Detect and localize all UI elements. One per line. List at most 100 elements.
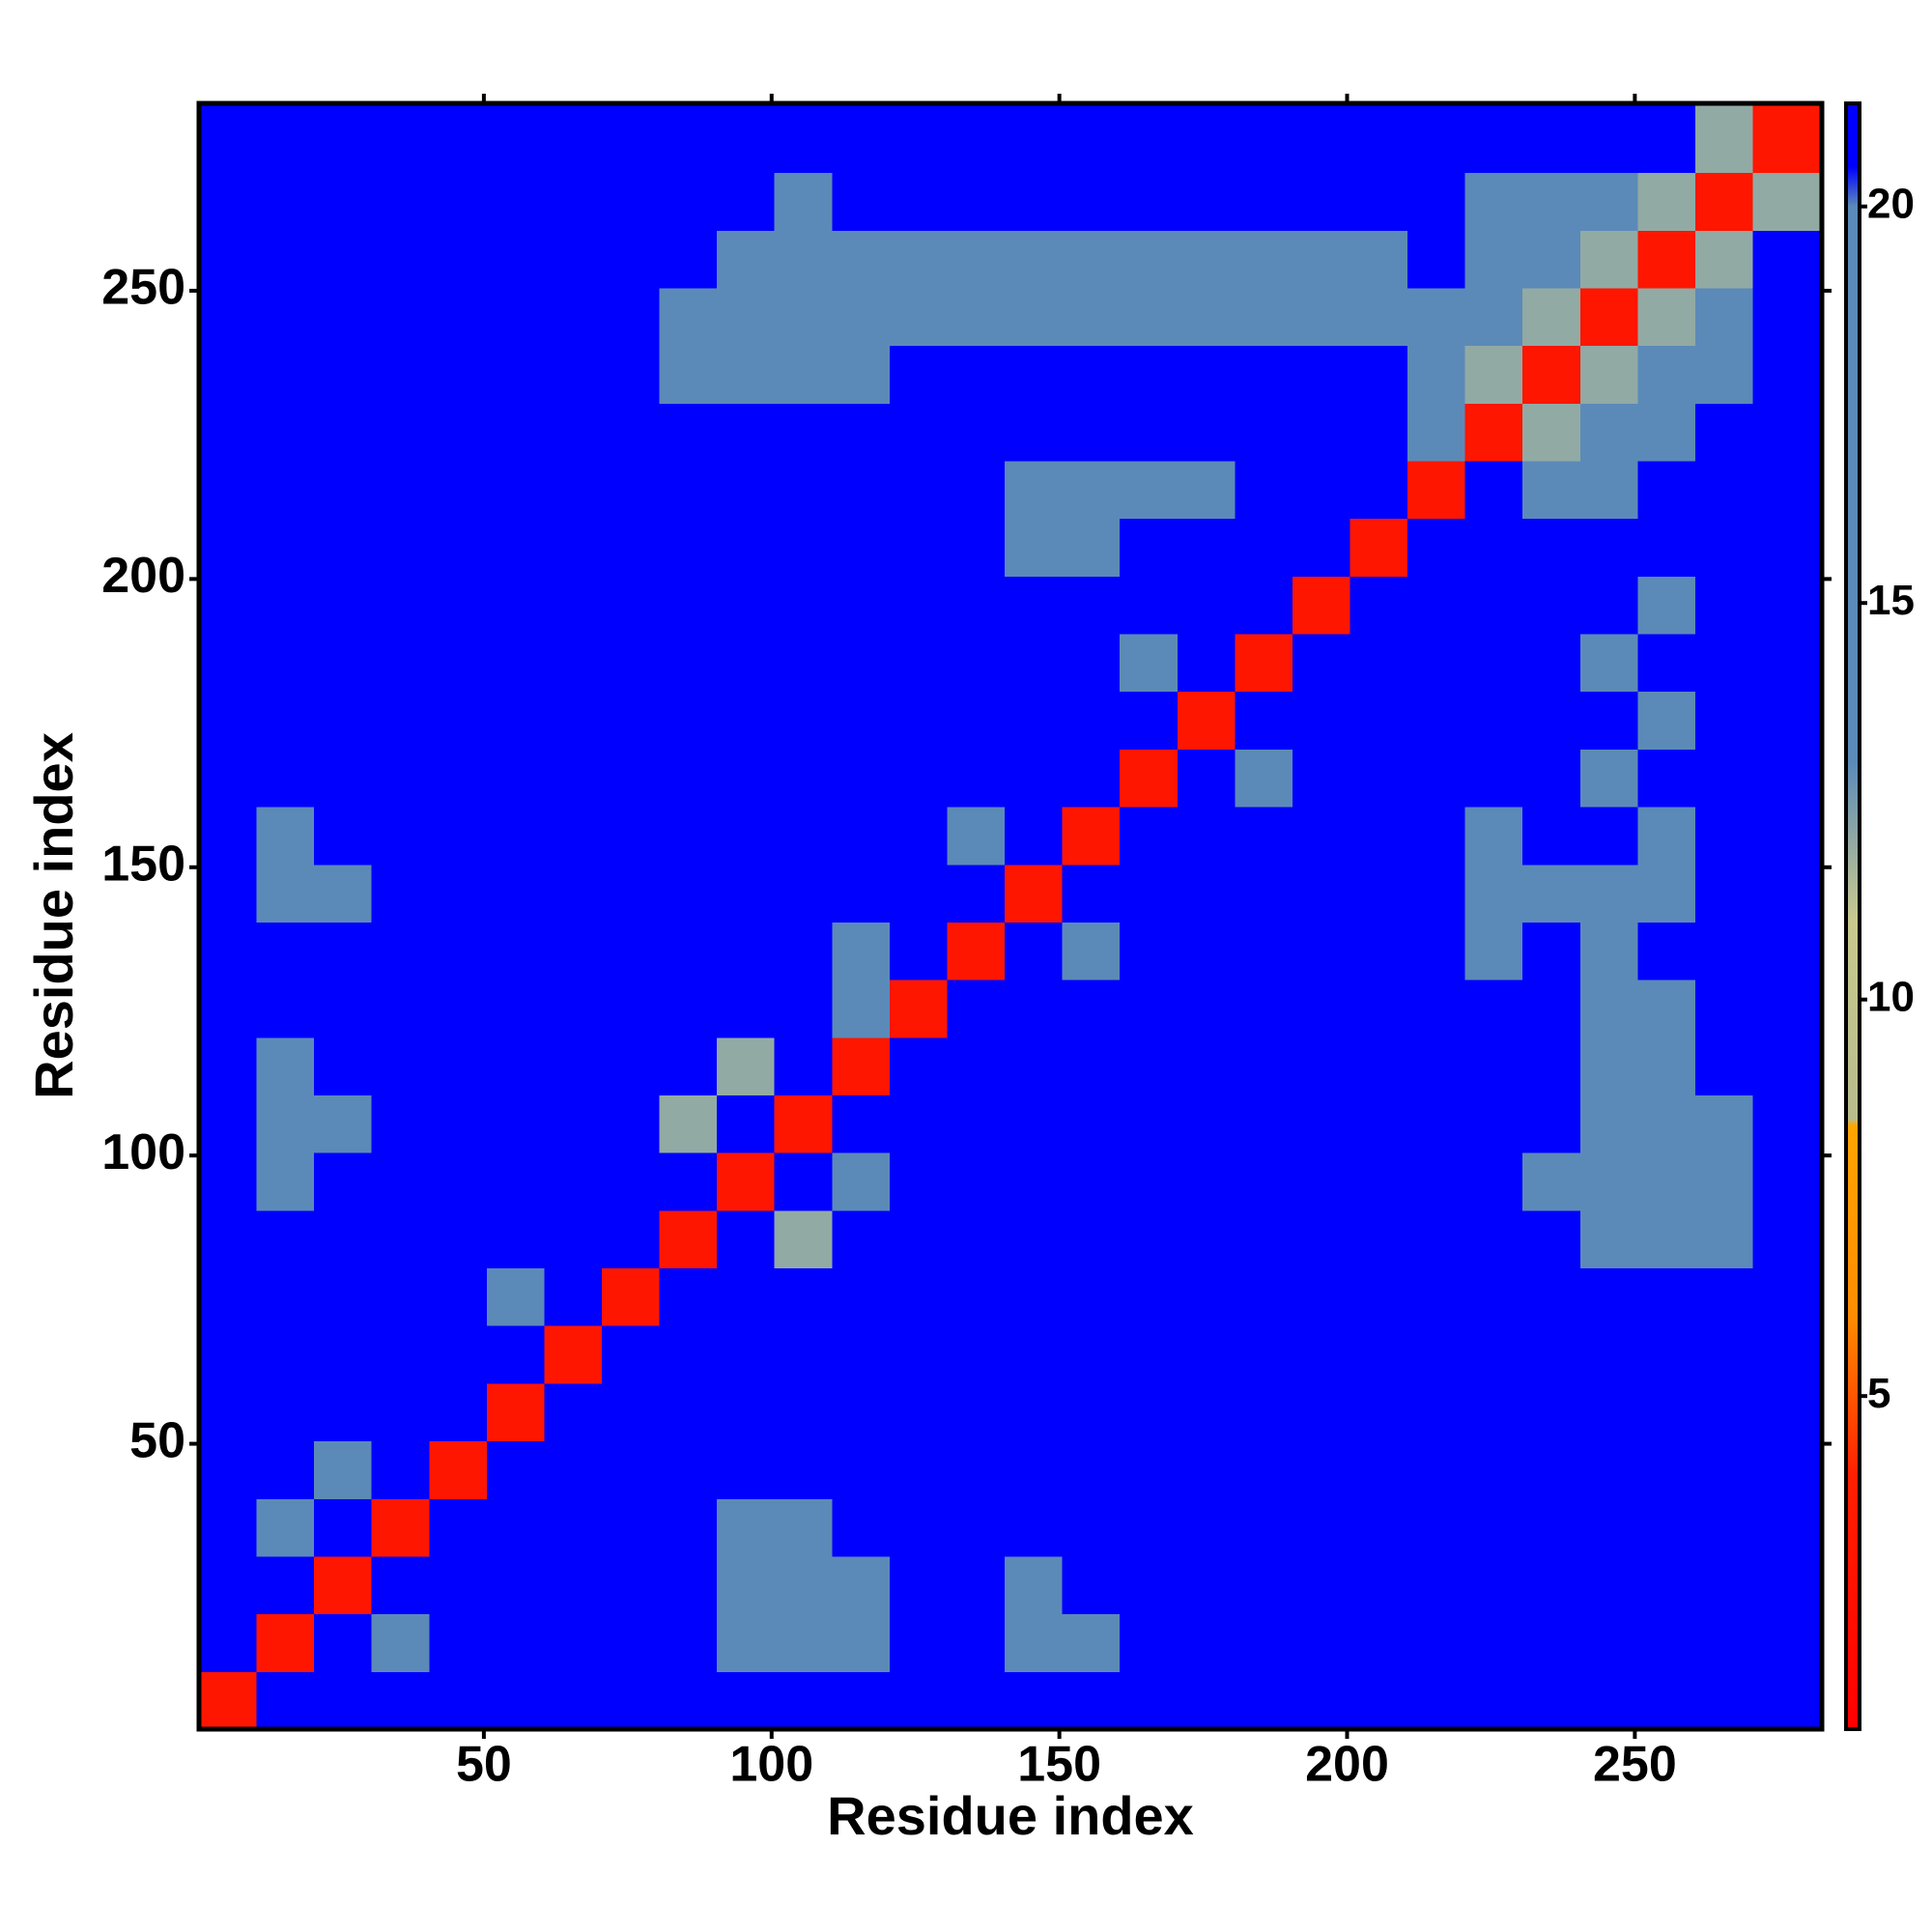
cell — [1579, 634, 1638, 693]
cell — [1350, 691, 1408, 750]
cell — [602, 1209, 661, 1269]
cell — [659, 1152, 718, 1211]
cell — [486, 461, 545, 520]
cell — [1407, 403, 1466, 462]
cell — [774, 691, 833, 750]
cell — [371, 980, 430, 1038]
cell — [314, 1613, 373, 1672]
cell — [1579, 345, 1638, 404]
cell — [544, 1209, 603, 1269]
cell — [429, 172, 488, 231]
cell — [1350, 1152, 1408, 1211]
cell — [1464, 1440, 1523, 1499]
cell — [314, 1094, 373, 1153]
cell — [544, 807, 603, 866]
y-tick-label: 200 — [101, 548, 185, 604]
cell — [199, 172, 258, 231]
cell — [256, 1555, 315, 1615]
cell — [1062, 172, 1121, 231]
cell — [889, 1671, 948, 1730]
cell — [1464, 1267, 1523, 1326]
cell — [256, 1440, 315, 1499]
cell — [429, 103, 488, 174]
cell — [1062, 1613, 1121, 1672]
cell — [429, 1094, 488, 1153]
cell — [774, 1267, 833, 1326]
cell — [1005, 172, 1064, 231]
cell — [429, 345, 488, 404]
cell — [1694, 1440, 1754, 1499]
cell — [199, 403, 258, 462]
cell — [199, 230, 258, 289]
cell — [832, 1382, 891, 1442]
cell — [1522, 461, 1581, 520]
cell — [1752, 461, 1823, 520]
cell — [256, 691, 315, 750]
cell — [429, 980, 488, 1038]
cell — [1522, 287, 1581, 347]
cell — [1350, 922, 1408, 980]
cell — [1005, 1382, 1064, 1442]
cell — [717, 980, 776, 1038]
cell — [1752, 1382, 1823, 1442]
cell — [1177, 1209, 1236, 1269]
cell — [371, 807, 430, 866]
cell — [486, 1498, 545, 1557]
cell — [774, 864, 833, 923]
cell — [659, 634, 718, 693]
cell — [1464, 1613, 1523, 1672]
cell — [1120, 980, 1179, 1038]
cell — [1177, 1498, 1236, 1557]
cell — [1694, 922, 1754, 980]
cell — [1120, 1613, 1179, 1672]
cell — [602, 518, 661, 577]
cell — [1694, 691, 1754, 750]
cell — [947, 1498, 1006, 1557]
cell — [1579, 1152, 1638, 1211]
cell — [256, 461, 315, 520]
cell — [256, 807, 315, 866]
cell — [1637, 1498, 1696, 1557]
cell — [486, 576, 545, 635]
cell — [1292, 1498, 1350, 1557]
cell — [1464, 1382, 1523, 1442]
cell — [1005, 691, 1064, 750]
cell — [1752, 403, 1823, 462]
y-tick-label: 50 — [129, 1412, 185, 1468]
cell — [1350, 980, 1408, 1038]
cell — [256, 749, 315, 808]
cell — [199, 634, 258, 693]
cell — [256, 1209, 315, 1269]
cell — [602, 345, 661, 404]
cell — [1292, 1037, 1350, 1096]
cell — [1177, 1152, 1236, 1211]
cell — [429, 864, 488, 923]
cell — [1235, 1267, 1293, 1326]
cell — [1522, 864, 1581, 923]
cell — [1235, 518, 1293, 577]
cell — [1292, 518, 1350, 577]
cell — [1694, 287, 1754, 347]
cell — [947, 807, 1006, 866]
cell — [1235, 461, 1293, 520]
cell — [1292, 1267, 1350, 1326]
cell — [544, 864, 603, 923]
cell — [1177, 1325, 1236, 1384]
cell — [486, 403, 545, 462]
cell — [486, 1613, 545, 1672]
cell — [1235, 1613, 1293, 1672]
cell — [429, 287, 488, 347]
cell — [1235, 749, 1293, 808]
cell — [1235, 1209, 1293, 1269]
cell — [429, 1671, 488, 1730]
cell — [314, 576, 373, 635]
cell — [832, 287, 891, 347]
cell — [1579, 403, 1638, 462]
cell — [256, 518, 315, 577]
cell — [774, 1613, 833, 1672]
cell — [486, 1325, 545, 1384]
cell — [314, 461, 373, 520]
cell — [544, 1555, 603, 1615]
cell — [1062, 1382, 1121, 1442]
cell — [371, 1209, 430, 1269]
